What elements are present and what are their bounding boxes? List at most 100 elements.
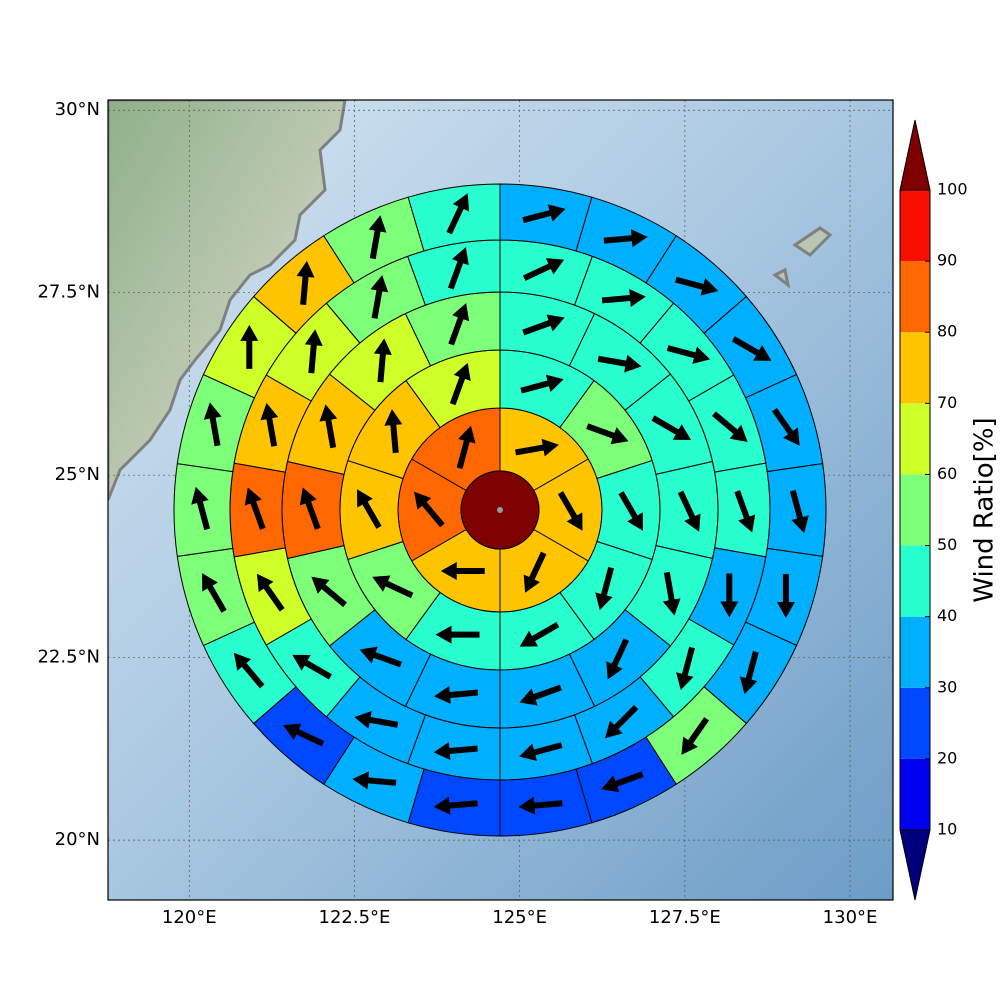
x-tick-label: 125°E (492, 907, 547, 928)
wind-arrow (233, 652, 265, 689)
wind-arrow (601, 771, 644, 793)
wind-arrow (662, 571, 681, 616)
colorbar-frame (899, 189, 931, 831)
ticks: 120°E 122.5°E 125°E 127.5°E 130°E 20°N 22.5°N 2… (37, 99, 877, 928)
wind-arrow (319, 404, 338, 449)
wind-arrow (370, 275, 389, 319)
wind-arrow (595, 566, 615, 611)
wind-arrow (352, 771, 397, 790)
colorbar-tick-label: 50 (937, 535, 957, 554)
wind-arrow (519, 621, 560, 647)
wind-arrow (202, 573, 227, 613)
wind-arrow (518, 796, 563, 815)
wind-arrow (384, 409, 403, 454)
wind-arrow (447, 247, 469, 290)
colorbar-band (900, 687, 930, 759)
wind-arrow (651, 415, 692, 440)
wind-arrow (618, 491, 643, 531)
colorbar-tick-label: 60 (937, 464, 957, 483)
colorbar-tick-label: 70 (937, 393, 957, 412)
colorbar-band (900, 403, 930, 475)
colorbar-band (900, 545, 930, 617)
colorbar-over (899, 119, 931, 191)
colorbar-band (900, 616, 930, 688)
center-dot (497, 507, 503, 513)
wind-arrow (720, 573, 739, 618)
wind-arrow (523, 551, 547, 593)
wind-arrow (603, 229, 648, 248)
y-tick-label: 27.5°N (37, 282, 100, 303)
colorbar-tick-label: 10 (937, 820, 957, 839)
wind-arrow (433, 742, 478, 760)
wind-arrow (359, 646, 402, 668)
wind-arrow (789, 489, 809, 534)
wind-arrow (283, 723, 325, 747)
wind-arrow (557, 491, 583, 531)
wind-arrow (299, 487, 321, 530)
wind-arrow (666, 345, 711, 364)
map-frame (107, 99, 894, 901)
wind-arrow (260, 402, 279, 447)
x-tick-label: 120°E (162, 907, 217, 928)
sectors (173, 183, 827, 837)
wind-arrow (240, 324, 259, 369)
x-tick-label: 127.5°E (649, 907, 721, 928)
colorbar-band (900, 758, 930, 830)
wind-arrow (368, 215, 387, 260)
y-tick-label: 30°N (55, 99, 100, 120)
wind-arrow (731, 336, 772, 361)
wind-arrow (191, 486, 211, 531)
x-tick-label: 122.5°E (319, 907, 391, 928)
wind-arrow (597, 354, 642, 373)
wind-arrow (522, 204, 566, 224)
wind-arrow (448, 303, 470, 346)
wind-arrow (414, 491, 445, 528)
wind-arrow (605, 705, 639, 739)
colorbar-band (900, 190, 930, 262)
wind-arrow (304, 329, 323, 374)
wind-arrow (449, 362, 471, 406)
wind-arrow (433, 796, 478, 815)
wind-arrow (456, 425, 476, 470)
wind-arrow (586, 423, 629, 445)
colorbar-band (900, 474, 930, 546)
wind-arrow (515, 438, 559, 457)
wind-arrow (244, 487, 266, 530)
colorbar-tick-label: 20 (937, 748, 957, 767)
colorbar-band (900, 261, 930, 333)
wind-arrow (681, 717, 710, 755)
wind-arrow (357, 489, 382, 529)
colorbar-tick-label: 90 (937, 251, 957, 270)
wind-arrow (354, 711, 399, 729)
wind-arrow (519, 742, 563, 762)
wind-arrow (440, 562, 485, 581)
wind-arrow (675, 276, 719, 296)
wind-arrow (434, 685, 479, 704)
wind-arrow (676, 646, 695, 691)
colorbar-label: Wind Ratio[%] (970, 417, 1000, 602)
wind-arrow (522, 314, 565, 336)
wind-arrow (519, 684, 562, 706)
arrows (191, 193, 809, 815)
wind-arrow (601, 289, 646, 307)
wind-arrow (203, 402, 222, 447)
wind-arrow (677, 490, 701, 532)
wind-arrow (776, 573, 795, 618)
wind-arrow (292, 654, 332, 680)
wind-arrow (435, 625, 480, 644)
colorbar-under (899, 829, 931, 901)
y-tick-label: 25°N (55, 464, 100, 485)
wind-arrow (520, 374, 564, 394)
x-tick-label: 130°E (823, 907, 878, 928)
wind-arrow (712, 411, 748, 442)
colorbar: 10 20 30 40 50 60 70 80 90 100 (899, 119, 968, 901)
wind-arrow (771, 407, 800, 446)
wind-arrow (296, 260, 315, 305)
wind-arrow (446, 193, 470, 235)
colorbar-tick-label: 30 (937, 677, 957, 696)
wind-arrow (739, 651, 759, 695)
wind-arrow (734, 490, 756, 533)
colorbar-tick-label: 100 (937, 180, 968, 199)
y-tick-label: 20°N (55, 829, 100, 850)
